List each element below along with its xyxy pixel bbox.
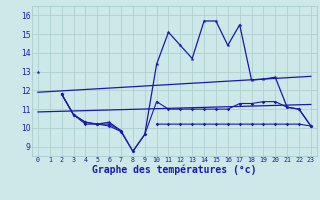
X-axis label: Graphe des températures (°c): Graphe des températures (°c)	[92, 165, 257, 175]
